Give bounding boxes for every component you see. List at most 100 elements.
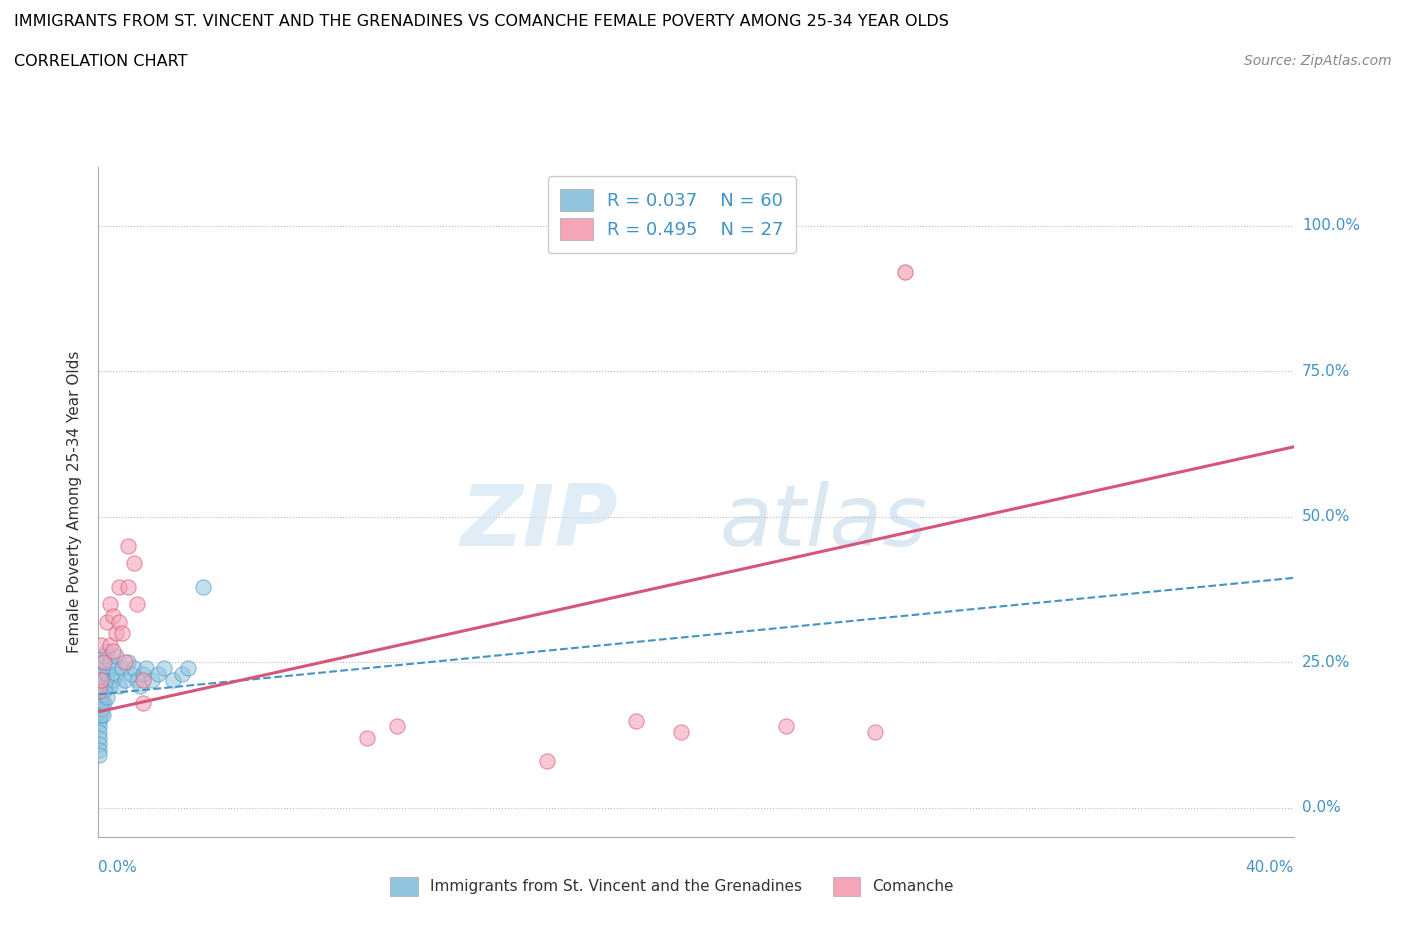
Point <box>172 667 194 682</box>
Point <box>93 649 115 664</box>
Point <box>89 708 111 723</box>
Point <box>89 737 111 751</box>
Text: 50.0%: 50.0% <box>1302 510 1350 525</box>
Point <box>141 672 163 687</box>
Point <box>120 667 142 682</box>
Text: ZIP: ZIP <box>461 481 619 564</box>
Point <box>117 538 139 553</box>
Point <box>162 672 184 687</box>
Text: 100.0%: 100.0% <box>1302 219 1360 233</box>
Point <box>90 637 112 652</box>
Point <box>132 672 155 687</box>
Point <box>124 556 146 571</box>
Point <box>90 678 112 693</box>
Point <box>96 614 118 629</box>
Text: atlas: atlas <box>720 481 928 564</box>
Text: 40.0%: 40.0% <box>1246 860 1294 875</box>
Point <box>89 742 111 757</box>
Point <box>89 701 111 716</box>
Point <box>865 724 887 739</box>
Point <box>91 655 114 670</box>
Point <box>89 684 111 698</box>
Point <box>89 690 111 705</box>
Point <box>103 644 125 658</box>
Point <box>153 660 176 675</box>
Point <box>89 713 111 728</box>
Point <box>93 684 115 698</box>
Point <box>111 626 134 641</box>
Point <box>91 708 114 723</box>
Point <box>135 660 157 675</box>
Point <box>90 672 112 687</box>
Point <box>90 690 112 705</box>
Point <box>132 696 155 711</box>
Point <box>103 660 125 675</box>
Point <box>117 579 139 594</box>
Point <box>385 719 409 734</box>
Point <box>90 667 112 682</box>
Point <box>177 660 200 675</box>
Point <box>89 731 111 746</box>
Text: Source: ZipAtlas.com: Source: ZipAtlas.com <box>1244 54 1392 68</box>
Point <box>89 719 111 734</box>
Point <box>89 696 111 711</box>
Point <box>103 608 125 623</box>
Point <box>108 579 131 594</box>
Text: 0.0%: 0.0% <box>1302 801 1340 816</box>
Point <box>89 696 111 711</box>
Point <box>91 660 114 675</box>
Point <box>894 265 917 280</box>
Point <box>117 655 139 670</box>
Point <box>536 754 558 769</box>
Y-axis label: Female Poverty Among 25-34 Year Olds: Female Poverty Among 25-34 Year Olds <box>67 351 83 654</box>
Point <box>89 701 111 716</box>
Point <box>89 748 111 763</box>
Point <box>89 678 111 693</box>
Point <box>89 684 111 698</box>
Point <box>775 719 797 734</box>
Text: 25.0%: 25.0% <box>1302 655 1350 670</box>
Point <box>624 713 647 728</box>
Point <box>356 731 378 746</box>
Point <box>91 701 114 716</box>
Point <box>98 597 122 612</box>
Point <box>93 696 115 711</box>
Point <box>98 655 122 670</box>
Point <box>111 660 134 675</box>
Point <box>89 684 111 698</box>
Text: 75.0%: 75.0% <box>1302 364 1350 379</box>
Point <box>132 667 155 682</box>
Point <box>91 696 114 711</box>
Point <box>96 690 118 705</box>
Point <box>93 672 115 687</box>
Point <box>96 644 118 658</box>
Point <box>108 678 131 693</box>
Point <box>669 724 692 739</box>
Point <box>114 672 136 687</box>
Point <box>127 597 149 612</box>
Point <box>93 655 115 670</box>
Point <box>105 667 128 682</box>
Text: CORRELATION CHART: CORRELATION CHART <box>14 54 187 69</box>
Point <box>90 708 112 723</box>
Point <box>105 626 128 641</box>
Legend: Immigrants from St. Vincent and the Grenadines, Comanche: Immigrants from St. Vincent and the Gren… <box>380 867 965 907</box>
Point <box>127 672 149 687</box>
Point <box>90 690 112 705</box>
Point <box>129 678 152 693</box>
Point <box>90 684 112 698</box>
Point <box>90 696 112 711</box>
Point <box>90 672 112 687</box>
Point <box>98 678 122 693</box>
Point <box>96 667 118 682</box>
Text: 0.0%: 0.0% <box>98 860 138 875</box>
Text: IMMIGRANTS FROM ST. VINCENT AND THE GRENADINES VS COMANCHE FEMALE POVERTY AMONG : IMMIGRANTS FROM ST. VINCENT AND THE GREN… <box>14 14 949 29</box>
Point <box>108 614 131 629</box>
Point <box>103 672 125 687</box>
Point <box>98 637 122 652</box>
Point <box>191 579 214 594</box>
Point <box>89 724 111 739</box>
Point <box>105 649 128 664</box>
Point <box>124 660 146 675</box>
Point <box>90 672 112 687</box>
